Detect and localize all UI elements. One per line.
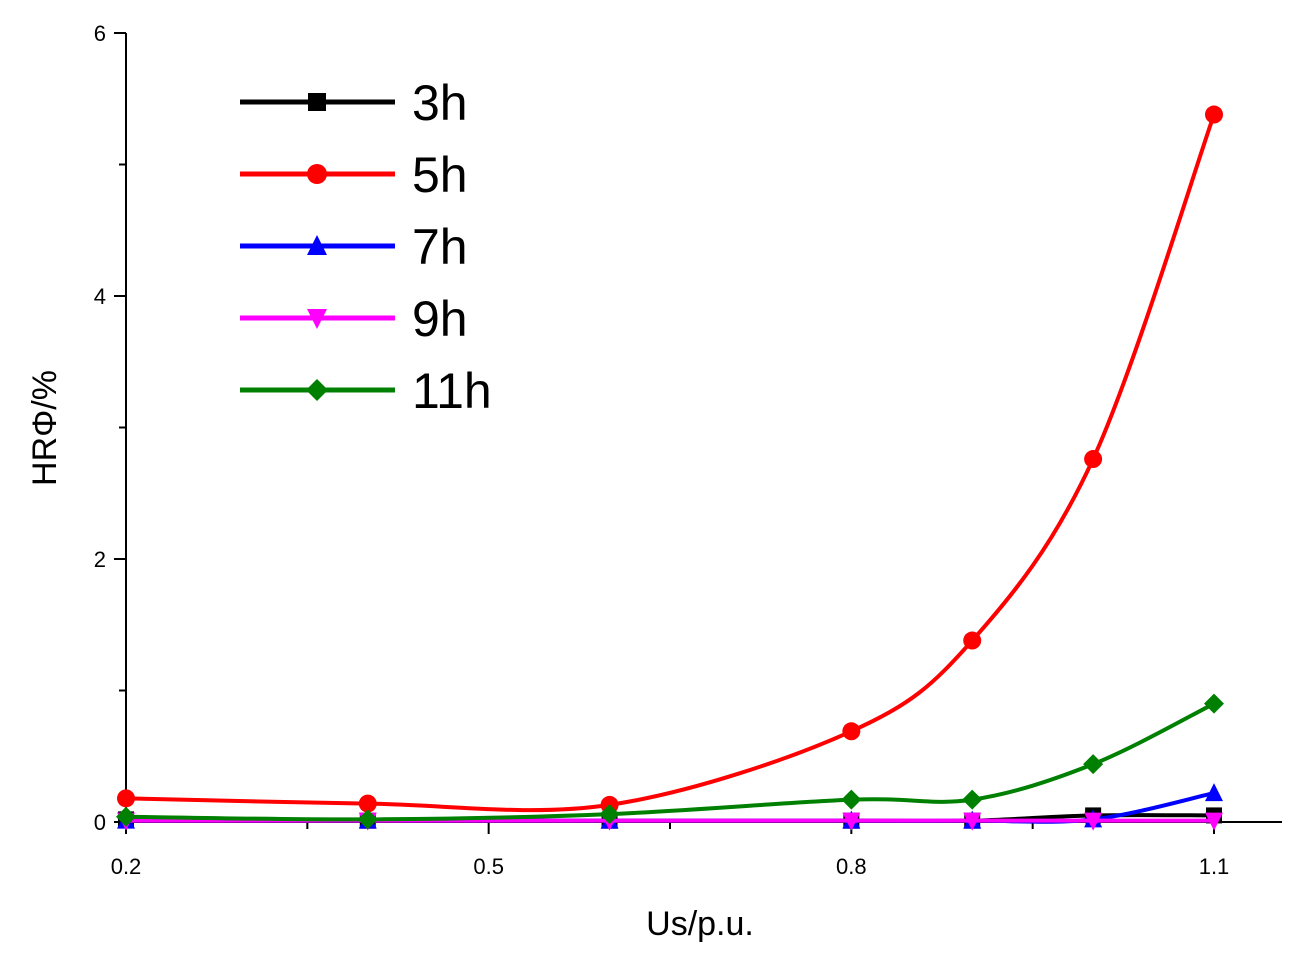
data-point-marker	[306, 379, 328, 401]
legend-label: 11h	[412, 363, 492, 419]
legend-item-5h: 5h	[240, 147, 468, 203]
data-point-marker	[599, 804, 620, 825]
series-line	[125, 113, 1216, 813]
series-layer	[116, 105, 1224, 831]
series-line	[125, 701, 1215, 822]
data-point-marker	[962, 789, 983, 810]
legend-label: 9h	[412, 291, 468, 347]
series-11h	[116, 693, 1224, 830]
data-point-marker	[307, 164, 327, 184]
data-point-marker	[116, 806, 136, 827]
legend: 3h 5h 7h 9h 11h	[240, 75, 492, 419]
legend-label: 5h	[412, 147, 468, 203]
legend-item-7h: 7h	[240, 219, 468, 275]
series-5h	[117, 105, 1223, 814]
data-point-marker	[308, 93, 326, 111]
data-point-marker	[1205, 783, 1223, 802]
data-point-marker	[841, 789, 862, 810]
y-tick-label: 0	[94, 810, 106, 835]
data-point-marker	[963, 631, 982, 650]
x-tick-label: 1.1	[1199, 854, 1230, 879]
legend-label: 3h	[412, 75, 468, 131]
data-point-marker	[842, 812, 861, 831]
y-axis-title: HRΦ/%	[26, 370, 64, 486]
data-point-marker	[307, 309, 327, 329]
y-tick-label: 4	[94, 284, 106, 309]
y-ticks: 0 2 4 6	[94, 21, 126, 835]
x-tick-label: 0.2	[111, 854, 142, 879]
data-point-marker	[1204, 693, 1224, 714]
data-point-marker	[1084, 450, 1103, 469]
legend-item-3h: 3h	[240, 75, 468, 131]
data-point-marker	[963, 812, 982, 831]
data-point-marker	[358, 794, 377, 813]
x-tick-label: 0.5	[473, 854, 504, 879]
x-tick-label: 0.8	[836, 854, 867, 879]
data-point-marker	[357, 809, 378, 830]
axes: 0.2 0.5 0.8 1.1 0 2 4 6	[94, 21, 1282, 879]
data-point-marker	[1205, 105, 1223, 124]
x-axis-title: Us/p.u.	[646, 905, 754, 943]
legend-item-11h: 11h	[240, 363, 492, 419]
legend-item-9h: 9h	[240, 291, 468, 347]
data-point-marker	[1205, 812, 1223, 831]
y-tick-label: 2	[94, 547, 106, 572]
legend-label: 7h	[412, 219, 468, 275]
data-point-marker	[117, 789, 135, 808]
data-point-marker	[842, 722, 861, 741]
x-ticks: 0.2 0.5 0.8 1.1	[111, 822, 1230, 879]
data-point-marker	[1084, 812, 1103, 831]
y-tick-label: 6	[94, 21, 106, 46]
data-point-marker	[1083, 754, 1104, 775]
data-point-marker	[307, 235, 327, 255]
